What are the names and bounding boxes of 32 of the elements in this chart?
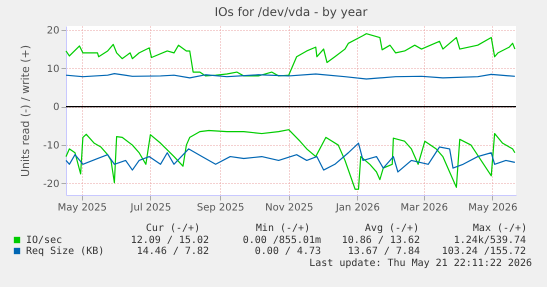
text: 0.00 /855.01m <box>242 235 321 246</box>
y-axis-title: Units read (-) / write (+) <box>19 44 32 178</box>
text: 12.09 / 15.02 <box>130 235 209 246</box>
text: 14.46 / 7.82 <box>136 246 209 257</box>
x-tick-label: Mar 2026 <box>400 202 448 214</box>
y-tick-label: 0 <box>53 102 60 114</box>
chart-title: IOs for /dev/vda - by year <box>214 4 368 19</box>
text: 0.00 / 4.73 <box>254 246 321 257</box>
text: Max (-/+) <box>472 223 528 234</box>
text: 103.24 /155.72 <box>442 246 526 257</box>
x-tick-label: Nov 2025 <box>265 202 314 214</box>
legend-label: IO/sec <box>26 235 62 246</box>
x-tick-label: May 2025 <box>58 202 107 214</box>
line-series <box>65 129 516 190</box>
y-tick-label: 10 <box>46 64 60 75</box>
text: 1.24k/539.74 <box>454 235 526 246</box>
text: Min (-/+) <box>256 223 310 234</box>
text: 13.67 / 7.84 <box>348 246 420 257</box>
x-tick-label: Jan 2026 <box>334 202 380 214</box>
x-tick-label: May 2026 <box>468 202 518 214</box>
text: Avg (-/+) <box>364 223 420 234</box>
line-series <box>65 33 516 77</box>
x-tick-label: Sep 2025 <box>196 202 244 214</box>
y-tick-label: -10 <box>43 140 60 152</box>
y-tick-label: 20 <box>46 25 60 36</box>
legend-label: Req Size (KB) <box>26 246 104 257</box>
x-tick-label: Jul 2025 <box>130 202 172 214</box>
y-tick-label: -20 <box>43 178 60 190</box>
text: 10.86 / 13.62 <box>342 235 420 246</box>
text: Cur (-/+) <box>146 223 200 234</box>
text: Last update: Thu May 21 22:11:22 2026 <box>309 258 532 269</box>
line-series <box>65 142 516 173</box>
